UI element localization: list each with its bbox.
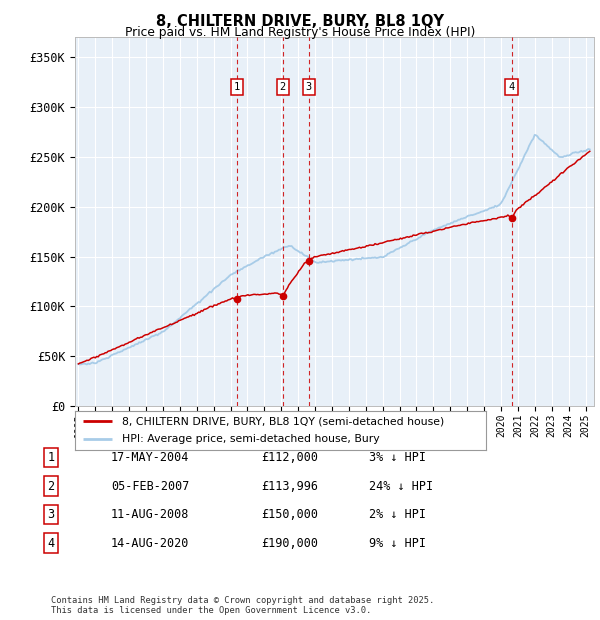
Text: 1: 1 bbox=[47, 451, 55, 464]
Text: £190,000: £190,000 bbox=[261, 537, 318, 549]
Text: Price paid vs. HM Land Registry's House Price Index (HPI): Price paid vs. HM Land Registry's House … bbox=[125, 26, 475, 39]
Text: 8, CHILTERN DRIVE, BURY, BL8 1QY: 8, CHILTERN DRIVE, BURY, BL8 1QY bbox=[156, 14, 444, 29]
Text: 8, CHILTERN DRIVE, BURY, BL8 1QY (semi-detached house): 8, CHILTERN DRIVE, BURY, BL8 1QY (semi-d… bbox=[122, 417, 445, 427]
Text: HPI: Average price, semi-detached house, Bury: HPI: Average price, semi-detached house,… bbox=[122, 434, 380, 444]
Text: Contains HM Land Registry data © Crown copyright and database right 2025.
This d: Contains HM Land Registry data © Crown c… bbox=[51, 596, 434, 615]
Text: £112,000: £112,000 bbox=[261, 451, 318, 464]
Text: 3% ↓ HPI: 3% ↓ HPI bbox=[369, 451, 426, 464]
Text: 24% ↓ HPI: 24% ↓ HPI bbox=[369, 480, 433, 492]
Text: 05-FEB-2007: 05-FEB-2007 bbox=[111, 480, 190, 492]
Text: 11-AUG-2008: 11-AUG-2008 bbox=[111, 508, 190, 521]
Text: 3: 3 bbox=[47, 508, 55, 521]
Text: 4: 4 bbox=[508, 82, 515, 92]
Text: 9% ↓ HPI: 9% ↓ HPI bbox=[369, 537, 426, 549]
Text: 3: 3 bbox=[305, 82, 312, 92]
Text: 2% ↓ HPI: 2% ↓ HPI bbox=[369, 508, 426, 521]
Text: £113,996: £113,996 bbox=[261, 480, 318, 492]
Text: 14-AUG-2020: 14-AUG-2020 bbox=[111, 537, 190, 549]
Text: 4: 4 bbox=[47, 537, 55, 549]
Text: 17-MAY-2004: 17-MAY-2004 bbox=[111, 451, 190, 464]
Text: 2: 2 bbox=[47, 480, 55, 492]
Text: 2: 2 bbox=[280, 82, 286, 92]
Text: £150,000: £150,000 bbox=[261, 508, 318, 521]
Text: 1: 1 bbox=[233, 82, 240, 92]
